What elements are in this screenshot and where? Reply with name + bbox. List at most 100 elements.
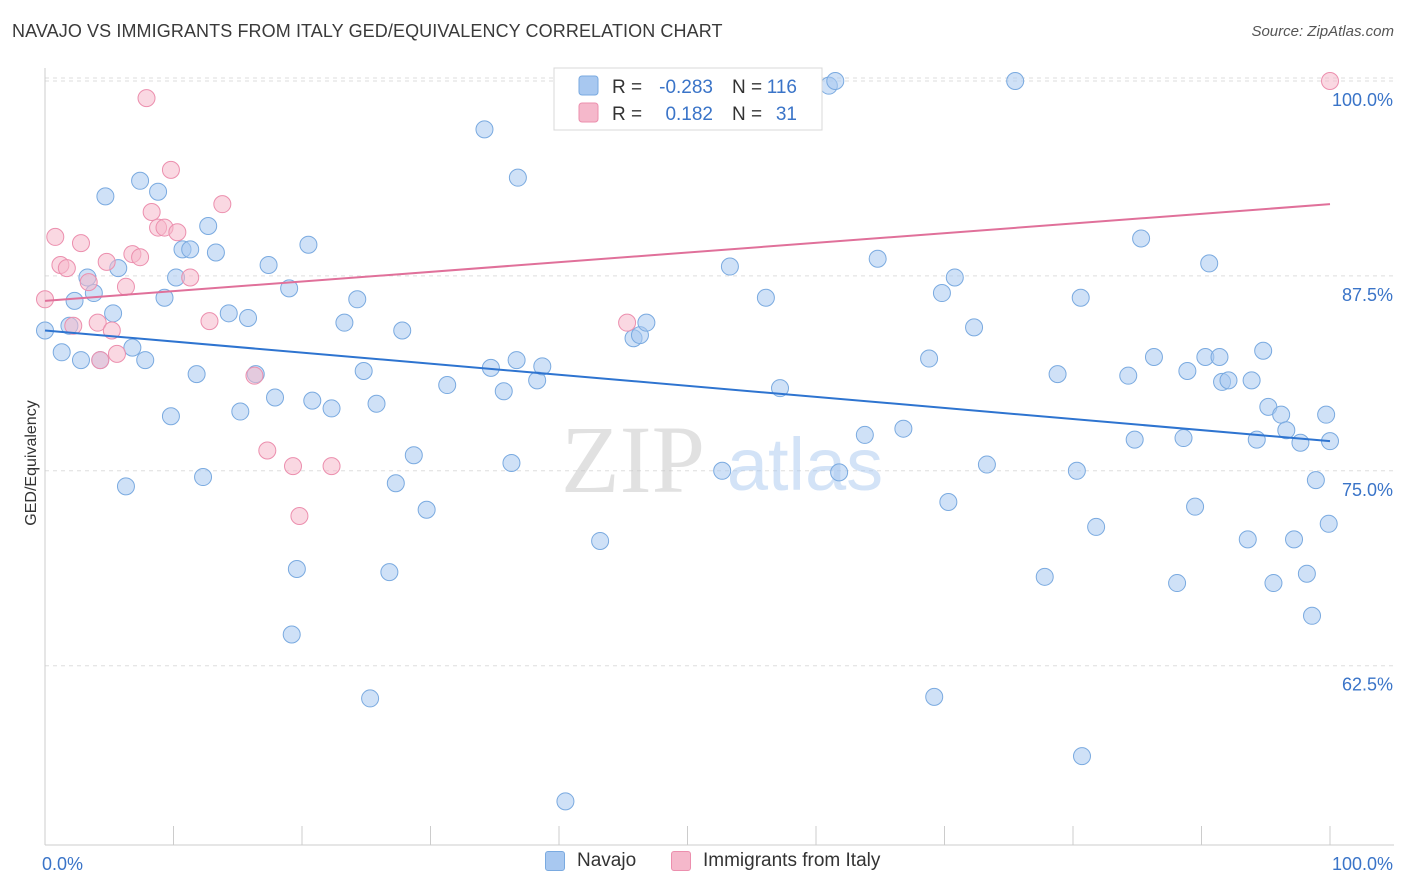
- navajo-point: [155, 288, 174, 307]
- series-legend: Navajo Immigrants from Italy: [0, 850, 1406, 880]
- navajo-point: [720, 257, 739, 276]
- navajo-point: [925, 687, 944, 706]
- navajo-point: [52, 343, 71, 362]
- navajo-point: [1072, 747, 1091, 766]
- italy-point: [91, 351, 110, 370]
- navajo-point: [1067, 461, 1086, 480]
- navajo-point: [335, 313, 354, 332]
- legend-item-italy[interactable]: Immigrants from Italy: [671, 850, 880, 872]
- navajo-point: [1285, 530, 1304, 549]
- italy-trend-line: [44, 203, 1331, 302]
- stats-r-label-navajo: R =: [612, 77, 642, 98]
- source-label: Source: ZipAtlas.com: [1251, 23, 1394, 40]
- y-tick-label: 100.0%: [1332, 90, 1393, 110]
- italy-point: [137, 89, 156, 108]
- y-axis-title: GED/Equivalency: [23, 400, 40, 525]
- navajo-point: [1168, 574, 1187, 593]
- navajo-point: [65, 291, 84, 310]
- y-tick-label: 87.5%: [1342, 285, 1393, 305]
- italy-point: [290, 507, 309, 526]
- stats-r-value-italy: 0.182: [665, 104, 713, 125]
- navajo-point: [161, 407, 180, 426]
- italy-point: [618, 313, 637, 332]
- legend-label-navajo: Navajo: [577, 850, 637, 871]
- navajo-point: [1306, 471, 1325, 490]
- navajo-point: [1272, 405, 1291, 424]
- navajo-point: [361, 689, 380, 708]
- navajo-point: [1264, 574, 1283, 593]
- italy-point: [161, 160, 180, 179]
- trend-layer: [44, 203, 1331, 443]
- navajo-point: [713, 461, 732, 480]
- italy-point: [64, 316, 83, 335]
- y-tick-label: 62.5%: [1342, 675, 1393, 695]
- navajo-point: [239, 308, 258, 327]
- navajo-point: [1238, 530, 1257, 549]
- navajo-point: [1178, 362, 1197, 381]
- navajo-point: [354, 362, 373, 381]
- navajo-point: [1087, 517, 1106, 536]
- navajo-point: [417, 500, 436, 519]
- navajo-point: [637, 313, 656, 332]
- navajo-point: [393, 321, 412, 340]
- italy-point: [88, 313, 107, 332]
- x-tick-label-max: 100.0%: [1332, 854, 1393, 874]
- navajo-point: [1210, 347, 1229, 366]
- navajo-point: [96, 187, 115, 206]
- navajo-point: [1174, 429, 1193, 448]
- italy-point: [46, 227, 65, 246]
- italy-point: [322, 457, 341, 476]
- navajo-point: [380, 563, 399, 582]
- italy-point: [116, 277, 135, 296]
- chart-title: NAVAJO VS IMMIGRANTS FROM ITALY GED/EQUI…: [12, 21, 723, 41]
- navajo-point: [131, 171, 150, 190]
- points-layer: [36, 72, 1339, 811]
- navajo-point: [1303, 606, 1322, 625]
- navajo-point: [826, 72, 845, 90]
- stats-r-label-italy: R =: [612, 104, 642, 125]
- navajo-point: [104, 304, 123, 323]
- stats-swatch-italy: [578, 102, 599, 123]
- navajo-point: [181, 240, 200, 259]
- navajo-point: [945, 268, 964, 287]
- navajo-point: [508, 168, 527, 187]
- navajo-point: [219, 304, 238, 323]
- navajo-point: [1291, 433, 1310, 452]
- navajo-point: [502, 454, 521, 472]
- italy-point: [79, 273, 98, 292]
- italy-point: [142, 202, 161, 221]
- navajo-point: [123, 338, 142, 357]
- navajo-point: [280, 279, 299, 298]
- navajo-point: [367, 394, 386, 413]
- navajo-point: [404, 446, 423, 465]
- italy-point: [245, 366, 264, 385]
- stats-n-value-italy: 31: [776, 104, 797, 125]
- navajo-point: [868, 249, 887, 268]
- navajo-point: [199, 217, 218, 236]
- navajo-point: [1035, 567, 1054, 586]
- italy-point: [200, 312, 219, 331]
- italy-point: [213, 195, 232, 214]
- x-tick-label-min: 0.0%: [42, 854, 83, 874]
- navajo-point: [303, 391, 322, 410]
- navajo-point: [1219, 371, 1238, 390]
- legend-swatch-navajo: [545, 851, 565, 871]
- navajo-point: [206, 243, 225, 262]
- stats-legend: R = -0.283 N = 116 R = 0.182 N = 31: [553, 67, 823, 131]
- navajo-point: [939, 492, 958, 511]
- navajo-point: [1048, 365, 1067, 384]
- legend-item-navajo[interactable]: Navajo: [545, 850, 636, 872]
- legend-swatch-italy: [671, 851, 691, 871]
- stats-n-value-navajo: 116: [767, 77, 797, 98]
- watermark-zip: ZIP: [561, 406, 705, 513]
- italy-point: [181, 268, 200, 287]
- navajo-point: [1119, 366, 1138, 385]
- navajo-point: [116, 477, 135, 496]
- y-tick-label: 75.0%: [1342, 480, 1393, 500]
- navajo-point: [438, 376, 457, 395]
- navajo-point: [533, 357, 552, 376]
- navajo-trend-line: [44, 329, 1331, 443]
- navajo-point: [965, 318, 984, 337]
- navajo-point: [1006, 72, 1025, 90]
